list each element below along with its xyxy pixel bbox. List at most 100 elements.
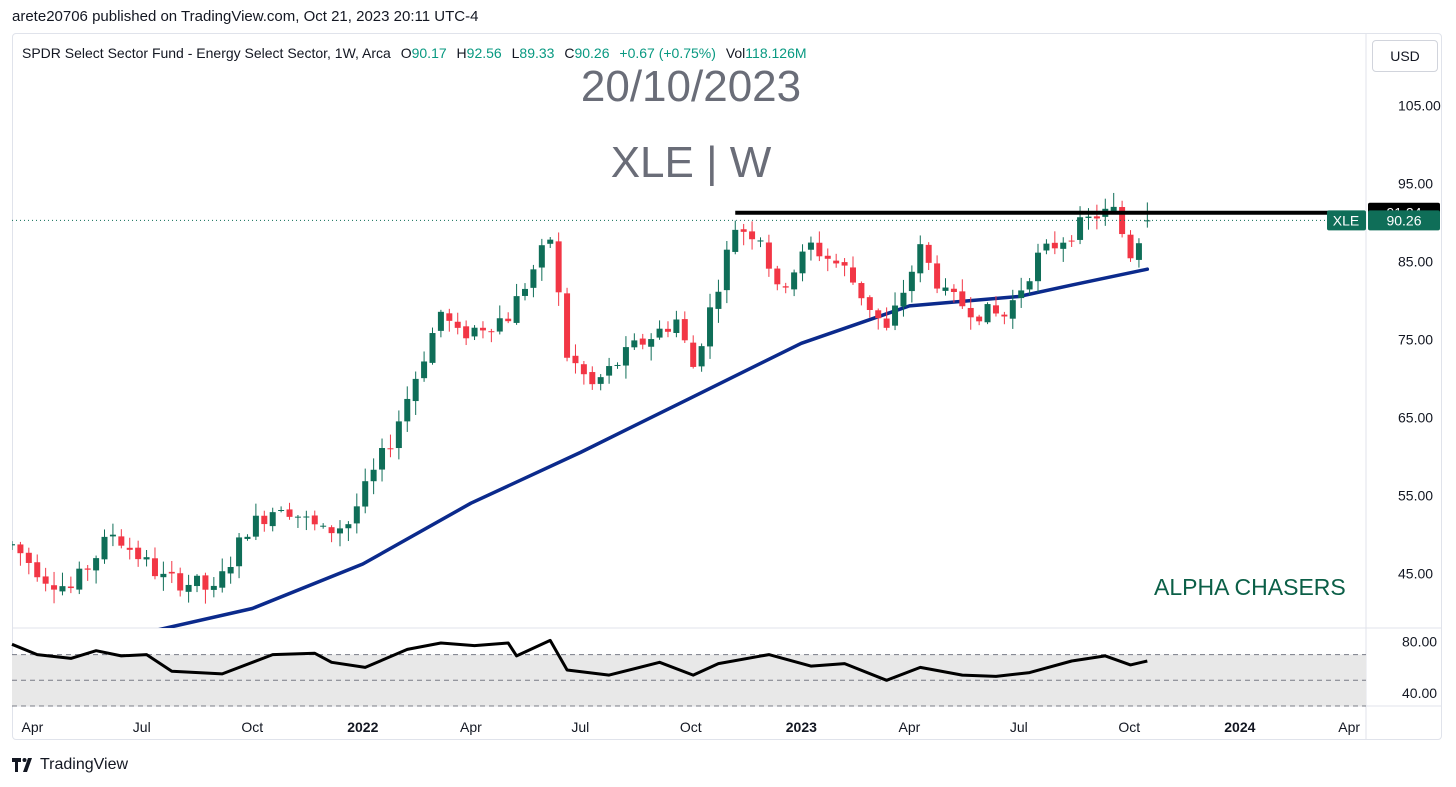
candle-body — [311, 515, 318, 525]
high-value: 92.56 — [466, 45, 502, 61]
candle — [917, 235, 924, 283]
candle-body — [622, 347, 629, 366]
candle — [664, 321, 671, 338]
candle-body — [639, 338, 646, 345]
candle-body — [681, 319, 688, 341]
candle — [446, 308, 453, 332]
candle — [530, 264, 537, 298]
candle-body — [976, 316, 983, 322]
tradingview-logo-icon — [12, 758, 32, 772]
ohlc-legend: SPDR Select Sector Fund - Energy Select … — [22, 45, 813, 61]
candle-body — [959, 291, 966, 307]
rsi-line — [11, 638, 1148, 682]
candle-body — [606, 366, 613, 376]
candle — [437, 309, 444, 338]
candle-body — [278, 510, 285, 512]
candle-body — [530, 269, 537, 288]
candle-body — [93, 558, 100, 571]
symbol-description[interactable]: SPDR Select Sector Fund - Energy Select … — [22, 45, 391, 61]
candle — [959, 279, 966, 309]
candle-body — [925, 244, 932, 263]
candle — [1043, 239, 1050, 255]
candle-body — [345, 524, 352, 529]
candle-body — [513, 296, 520, 323]
candle-body — [454, 321, 461, 328]
candle-body — [479, 327, 486, 331]
candle-body — [67, 586, 74, 589]
candle — [59, 572, 66, 596]
candle-body — [673, 319, 680, 333]
candle — [1026, 278, 1033, 296]
candle-body — [934, 263, 941, 289]
candle — [1135, 238, 1142, 268]
candle — [177, 567, 184, 597]
candle — [791, 269, 798, 297]
candle-body — [194, 575, 201, 587]
candle — [25, 547, 32, 575]
candle-body — [51, 585, 58, 590]
candle — [1127, 230, 1134, 262]
candle — [782, 282, 789, 294]
candle — [925, 242, 932, 271]
candle-body — [84, 568, 91, 570]
time-tick-label: 2022 — [347, 719, 378, 735]
symbol-watermark: XLE | W — [610, 138, 772, 187]
candle-body — [1110, 206, 1117, 211]
candle — [143, 549, 150, 567]
candle-body — [34, 562, 41, 578]
candle-body — [202, 575, 209, 590]
candle-body — [1060, 242, 1067, 249]
candle-body — [42, 576, 49, 584]
price-tick-label: 55.00 — [1398, 487, 1433, 503]
candle-body — [387, 448, 394, 450]
candle — [505, 312, 512, 324]
candle — [101, 529, 108, 564]
price-tick-label: 75.00 — [1398, 331, 1433, 347]
candle — [749, 221, 756, 250]
candle — [412, 371, 419, 415]
candle — [1051, 231, 1058, 255]
footer-brand-label: TradingView — [40, 756, 129, 773]
candle-body — [1018, 290, 1025, 299]
candle-body — [261, 515, 268, 525]
candle — [345, 521, 352, 542]
last-price-label: 90.26 — [1386, 212, 1421, 228]
candle — [757, 237, 764, 248]
footer-brand[interactable]: TradingView — [12, 756, 128, 774]
candle-body — [883, 318, 890, 328]
candle — [219, 558, 226, 593]
candle — [471, 325, 478, 341]
candle — [353, 493, 360, 534]
low-label: L — [511, 45, 520, 61]
candle-body — [984, 304, 991, 323]
time-tick-label: Oct — [241, 719, 263, 735]
candle — [479, 321, 486, 339]
candle — [303, 510, 310, 531]
candle — [496, 305, 503, 335]
currency-button[interactable]: USD — [1372, 40, 1438, 72]
candle — [194, 574, 201, 593]
candle-body — [1135, 243, 1142, 260]
candle — [320, 523, 327, 529]
candle-body — [236, 537, 243, 567]
candle-body — [471, 327, 478, 337]
candle — [816, 231, 823, 262]
candle-body — [917, 244, 924, 274]
candle — [84, 564, 91, 581]
candle — [715, 279, 722, 323]
candle-body — [395, 421, 402, 449]
volume-value: 118.126M — [745, 45, 807, 61]
time-tick-label: Oct — [1118, 719, 1140, 735]
candle-body — [1068, 240, 1075, 242]
candle-body — [185, 584, 192, 592]
moving-average-line — [158, 267, 1150, 628]
candle — [1119, 200, 1126, 238]
candle — [841, 258, 848, 277]
candle-body — [757, 240, 764, 242]
candle — [740, 223, 747, 246]
time-tick-label: Jul — [571, 719, 589, 735]
candle — [950, 284, 957, 303]
candle — [992, 296, 999, 317]
last-price-tag — [1368, 210, 1440, 231]
